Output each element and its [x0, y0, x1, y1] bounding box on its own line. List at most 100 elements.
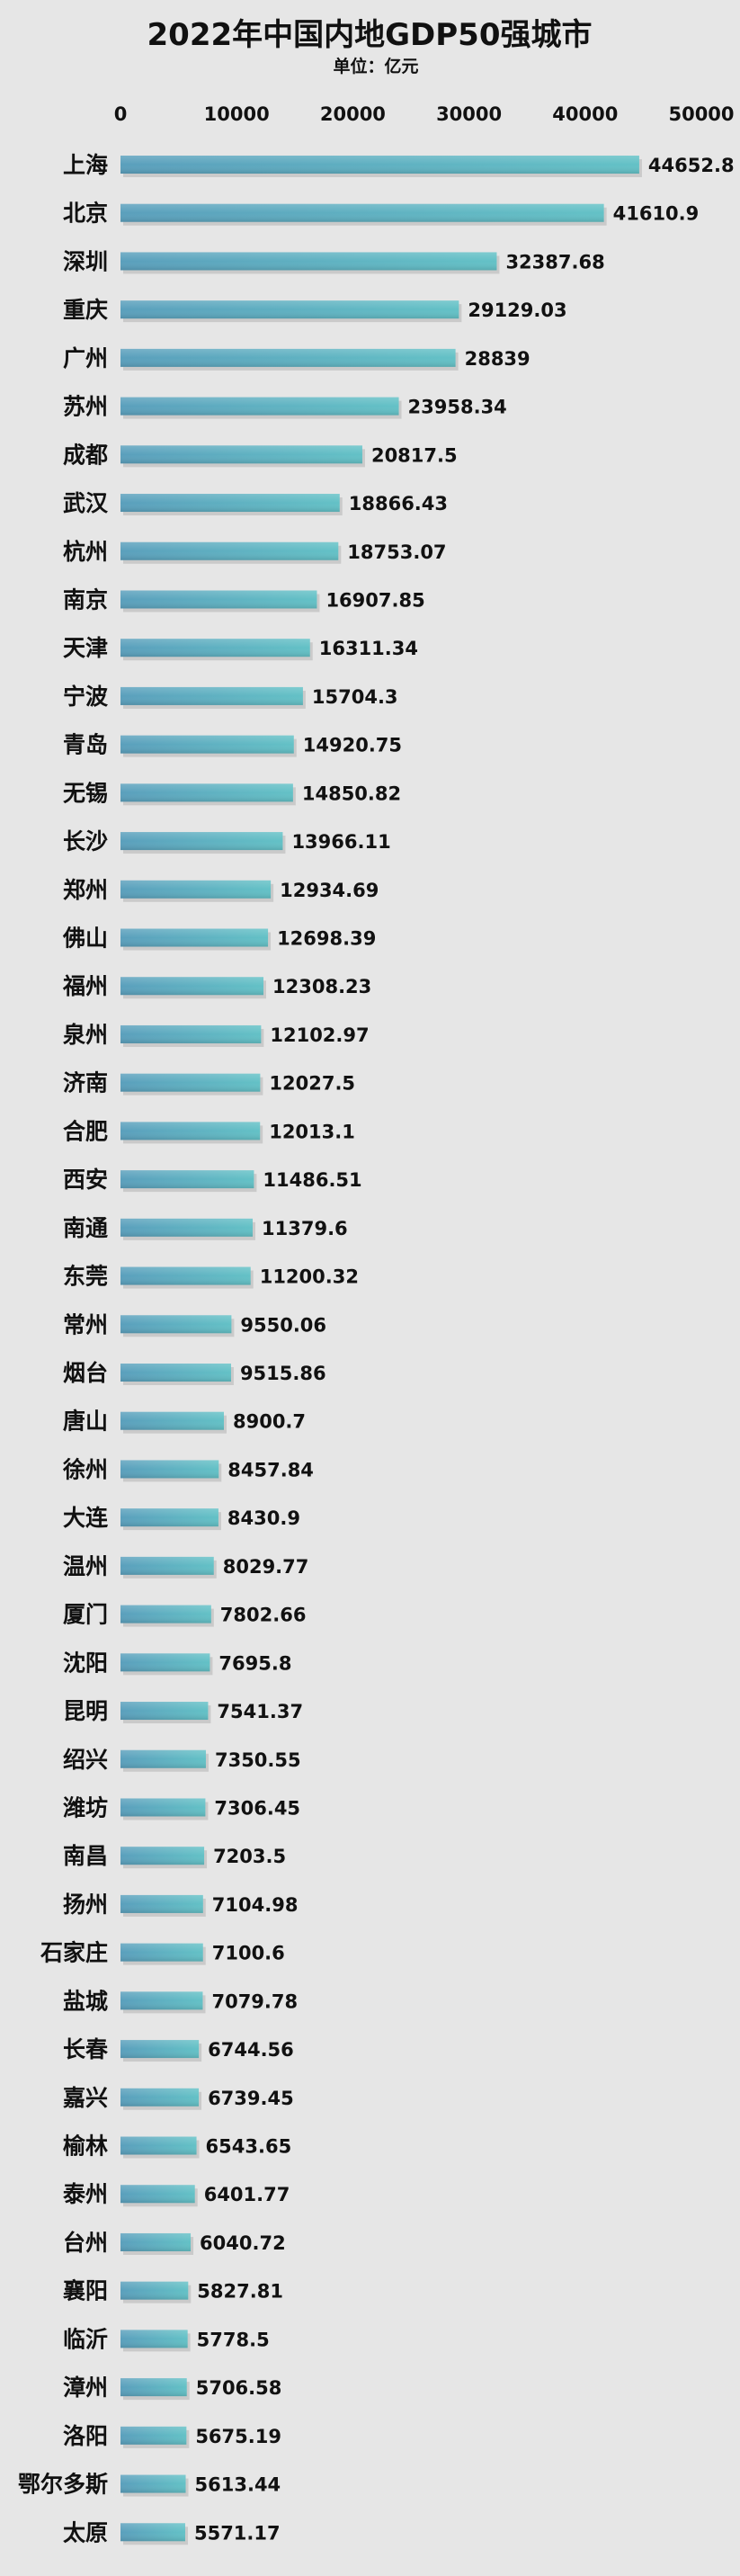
category-label: 榆林 — [63, 2133, 108, 2160]
x-axis: 0 10000 20000 30000 40000 50000 — [114, 103, 735, 125]
bar — [120, 1364, 234, 1385]
value-label: 8900.7 — [233, 1411, 306, 1433]
value-label: 16311.34 — [319, 638, 418, 659]
bar-shine — [120, 1991, 203, 2010]
bar-shine — [120, 1460, 219, 1479]
value-label: 5613.44 — [195, 2474, 281, 2496]
value-label: 8457.84 — [227, 1459, 314, 1480]
category-label: 厦门 — [63, 1602, 108, 1628]
value-label: 32387.68 — [505, 251, 604, 273]
bar — [120, 252, 500, 274]
category-label: 东莞 — [63, 1264, 108, 1290]
bar — [120, 1991, 206, 2014]
bar-shine — [120, 1943, 203, 1962]
bar-shine — [120, 300, 459, 319]
category-label: 盐城 — [63, 1988, 108, 2014]
x-tick-label: 40000 — [552, 103, 618, 125]
bar-shine — [120, 541, 339, 560]
value-label: 41610.9 — [613, 203, 700, 225]
category-label: 嘉兴 — [63, 2085, 108, 2111]
bar — [120, 2040, 202, 2062]
category-label: 南京 — [63, 586, 108, 613]
x-tick-label: 10000 — [204, 103, 270, 125]
bar-shine — [120, 1364, 231, 1382]
bar-shine — [120, 2185, 195, 2204]
value-label: 12308.23 — [272, 976, 371, 997]
bar-shine — [120, 1218, 254, 1237]
bar-shine — [120, 2426, 187, 2445]
bar — [120, 397, 402, 419]
category-label: 重庆 — [63, 297, 108, 323]
bar — [120, 2426, 190, 2448]
bar — [120, 1653, 213, 1676]
value-label: 28839 — [465, 348, 530, 370]
category-label: 大连 — [63, 1505, 109, 1531]
bar-shine — [120, 686, 303, 705]
value-label: 13966.11 — [291, 831, 390, 853]
value-label: 12013.1 — [269, 1121, 355, 1142]
bar — [120, 1315, 235, 1337]
value-label: 9550.06 — [240, 1314, 326, 1336]
bar-shine — [120, 1847, 205, 1865]
value-label: 6744.56 — [208, 2039, 294, 2061]
value-label: 7695.8 — [218, 1652, 291, 1674]
category-label: 济南 — [63, 1070, 108, 1096]
bar — [120, 300, 462, 323]
value-label: 44652.8 — [648, 155, 735, 176]
bar-shine — [120, 1170, 254, 1189]
value-label: 6040.72 — [200, 2232, 286, 2254]
category-label: 鄂尔多斯 — [18, 2472, 108, 2498]
category-label: 南通 — [63, 1215, 108, 1241]
bar-shine — [120, 2330, 188, 2348]
category-label: 福州 — [62, 973, 108, 999]
x-tick-label: 0 — [114, 103, 128, 125]
bar — [120, 735, 297, 757]
bar — [120, 2136, 200, 2159]
bar — [120, 1798, 209, 1820]
bar-shine — [120, 203, 604, 222]
bar-shine — [120, 2088, 200, 2106]
bar — [120, 2281, 192, 2303]
chart-subtitle: 单位：亿元 — [333, 56, 418, 76]
bar-shine — [120, 1024, 262, 1043]
value-label: 14850.82 — [302, 783, 401, 804]
category-label: 绍兴 — [63, 1747, 108, 1773]
category-label: 西安 — [63, 1167, 108, 1193]
bar — [120, 2474, 189, 2497]
value-label: 7079.78 — [211, 1990, 298, 2012]
value-label: 18866.43 — [349, 493, 448, 514]
value-label: 8029.77 — [223, 1556, 309, 1578]
category-label: 洛阳 — [63, 2423, 108, 2449]
bar — [120, 2185, 198, 2207]
value-label: 11200.32 — [260, 1266, 359, 1288]
value-label: 11486.51 — [263, 1169, 361, 1191]
category-label: 杭州 — [63, 539, 108, 565]
value-label: 5706.58 — [196, 2377, 282, 2399]
value-label: 7541.37 — [217, 1701, 303, 1722]
category-label: 扬州 — [63, 1892, 108, 1918]
category-label: 石家庄 — [40, 1940, 108, 1966]
value-label: 9515.86 — [240, 1363, 326, 1384]
bar-shine — [120, 2232, 192, 2251]
bar — [120, 541, 342, 564]
bar-shine — [120, 1315, 232, 1334]
bar — [120, 1266, 254, 1289]
value-label: 15704.3 — [312, 686, 398, 708]
bar — [120, 494, 343, 516]
bar-shine — [120, 1653, 210, 1672]
value-label: 6739.45 — [208, 2088, 294, 2109]
category-label: 成都 — [63, 442, 108, 468]
bar-shine — [120, 156, 639, 174]
bar-shine — [120, 2040, 200, 2059]
chart-title: 2022年中国内地GDP50强城市 — [147, 17, 593, 53]
category-label: 武汉 — [63, 490, 109, 516]
bar-shine — [120, 1556, 214, 1575]
category-label: 天津 — [63, 635, 108, 661]
bar-shine — [120, 2378, 187, 2397]
bar — [120, 1170, 257, 1193]
category-label: 温州 — [63, 1553, 108, 1579]
bar-shine — [120, 445, 362, 464]
value-label: 29129.03 — [468, 300, 566, 321]
bar-shine — [120, 348, 456, 367]
